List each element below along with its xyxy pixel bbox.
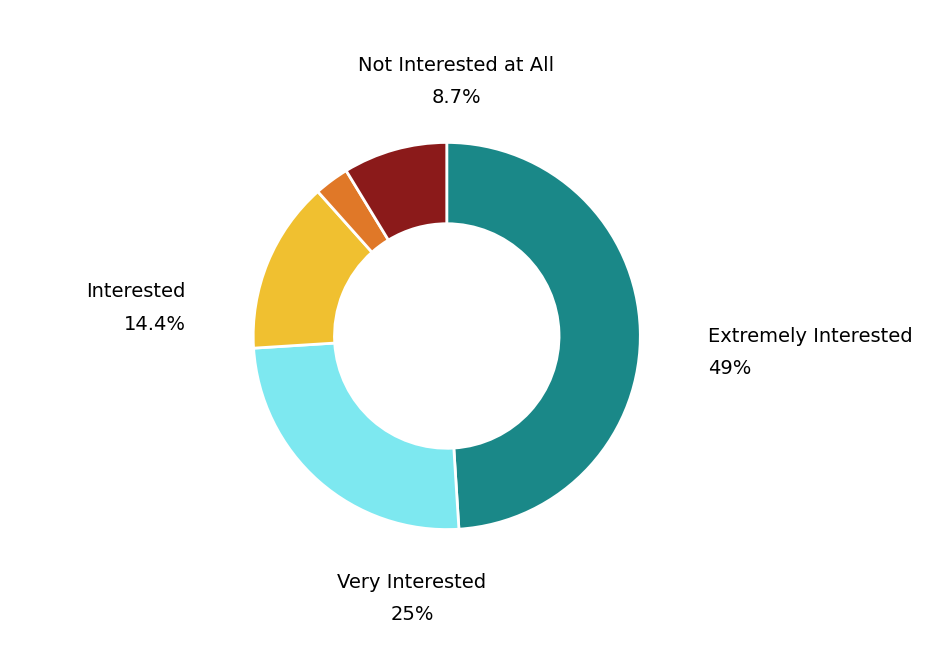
Wedge shape [346, 142, 447, 240]
Text: Not Interested at All: Not Interested at All [358, 56, 555, 75]
Text: 14.4%: 14.4% [123, 314, 186, 334]
Text: Very Interested: Very Interested [337, 573, 486, 591]
Text: 49%: 49% [708, 360, 752, 378]
Text: 8.7%: 8.7% [431, 88, 482, 108]
Wedge shape [318, 171, 389, 252]
Wedge shape [253, 192, 372, 348]
Wedge shape [447, 142, 640, 529]
Text: Extremely Interested: Extremely Interested [708, 327, 913, 345]
Wedge shape [253, 343, 459, 530]
Text: 25%: 25% [391, 605, 433, 624]
Text: Interested: Interested [86, 282, 186, 301]
